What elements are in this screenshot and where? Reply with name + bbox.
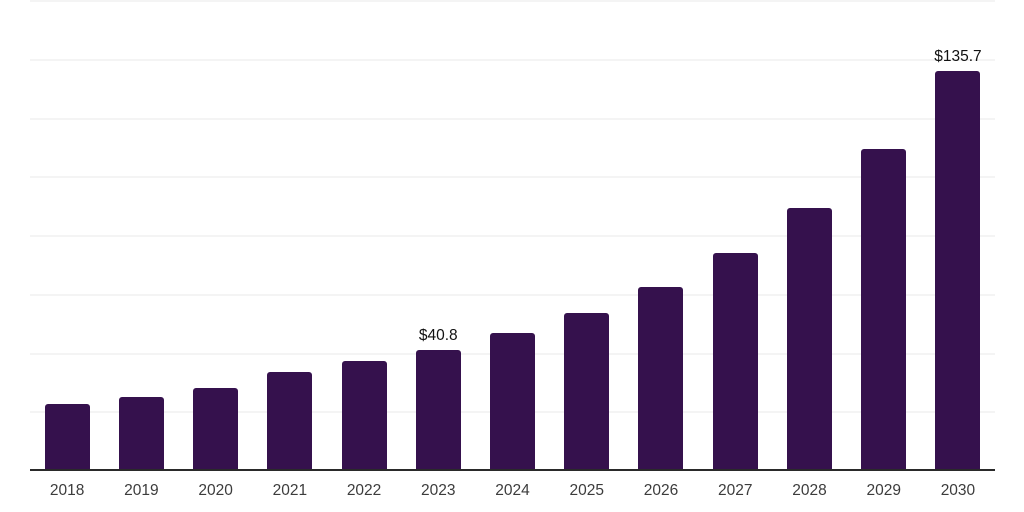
bar-column-2024 xyxy=(475,0,549,470)
bar-2020 xyxy=(193,388,239,470)
bar-series: $40.8 $135.7 xyxy=(30,0,995,470)
gridline-60 xyxy=(30,293,995,296)
bar-column-2027 xyxy=(698,0,772,470)
bar-2024 xyxy=(490,333,536,470)
plot-area: $40.8 $135.7 xyxy=(30,0,995,471)
x-axis-line xyxy=(30,469,995,471)
x-axis-tick-label-2021: 2021 xyxy=(272,482,308,499)
x-axis-tick-label-2018: 2018 xyxy=(49,482,85,499)
gridline-100 xyxy=(30,176,995,179)
bar-2018 xyxy=(44,404,90,470)
gridline-80 xyxy=(30,235,995,237)
x-axis-tick-label-2025: 2025 xyxy=(569,482,604,499)
gridline-140 xyxy=(30,58,995,61)
x-axis-tick-label-2029: 2029 xyxy=(866,482,901,499)
x-axis-tick-labels: 2018 2019 2020 2021 2022 2023 2024 2025 2026 2027… xyxy=(30,482,995,500)
bar-column-2025 xyxy=(550,0,624,470)
bar-2025 xyxy=(564,313,610,470)
bar-2030: $135.7 xyxy=(934,48,982,470)
x-axis-tick-label-2022: 2022 xyxy=(346,482,382,499)
bar-value-label-2030: $135.7 xyxy=(934,48,982,66)
bar-column-2023: $40.8 xyxy=(401,0,475,470)
x-axis-tick-label-2020: 2020 xyxy=(198,482,233,499)
bar-column-2019 xyxy=(104,0,178,470)
bar-2028 xyxy=(786,207,832,470)
bar-column-2030: $135.7 xyxy=(921,0,995,470)
bar-2022 xyxy=(341,361,387,470)
bar-column-2018 xyxy=(30,0,104,470)
x-axis-tick-label-2030: 2030 xyxy=(940,482,976,499)
bar-column-2021 xyxy=(253,0,327,470)
bar-column-2020 xyxy=(178,0,252,470)
x-axis-tick-label-2027: 2027 xyxy=(717,482,753,499)
bar-2029 xyxy=(861,149,907,470)
bar-column-2026 xyxy=(624,0,698,470)
x-axis-tick-label-2019: 2019 xyxy=(124,482,159,499)
bar-2023: $40.8 xyxy=(415,327,461,470)
x-axis-tick-label-2023: 2023 xyxy=(421,482,456,499)
bar-column-2028 xyxy=(772,0,846,470)
x-axis-tick-label-2028: 2028 xyxy=(792,482,827,499)
bar-value-label-2023: $40.8 xyxy=(418,327,458,345)
bar-column-2022 xyxy=(327,0,401,470)
bar-2026 xyxy=(638,287,684,470)
x-axis-tick-label-2024: 2024 xyxy=(495,482,530,499)
gridline-120 xyxy=(30,117,995,120)
bar-2027 xyxy=(712,253,758,470)
bar-2019 xyxy=(118,397,164,470)
bar-column-2029 xyxy=(847,0,921,470)
bar-2021 xyxy=(267,371,313,470)
gridline-160 xyxy=(30,0,995,2)
x-axis-tick-label-2026: 2026 xyxy=(643,482,679,499)
